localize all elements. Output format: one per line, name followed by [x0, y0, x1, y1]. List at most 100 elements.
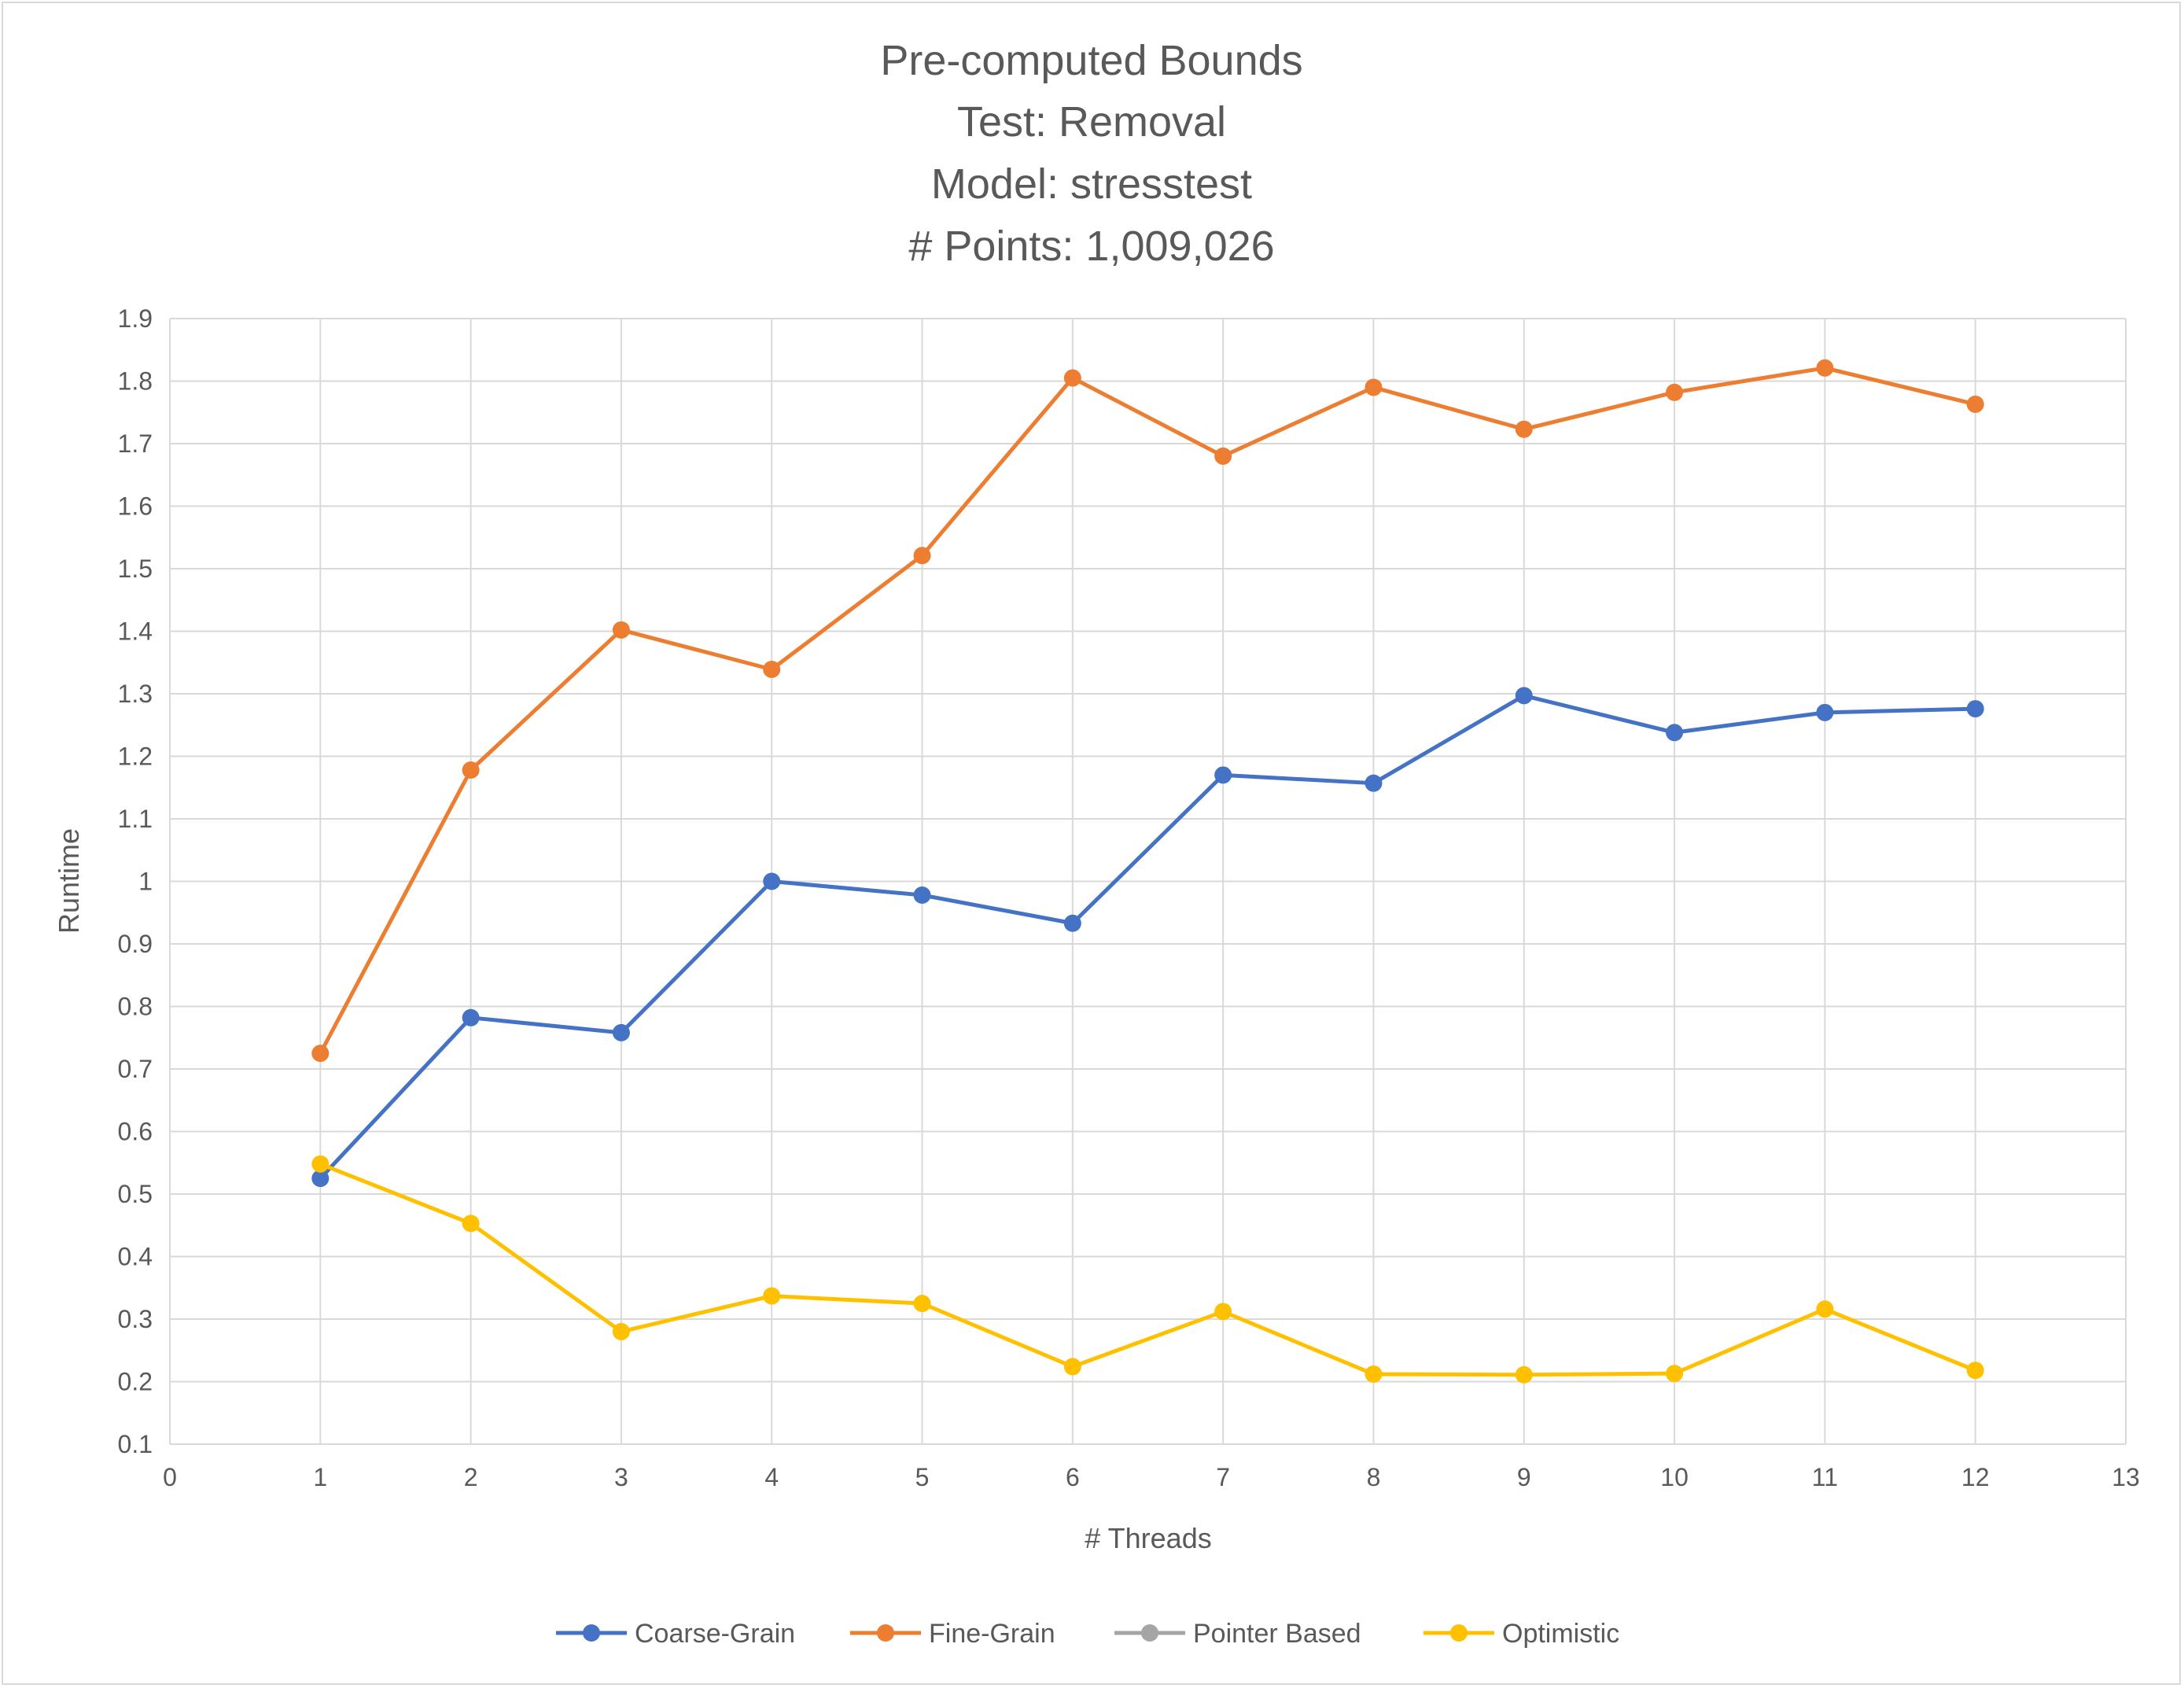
series-coarse-grain: [311, 687, 1984, 1188]
data-point: [1966, 1362, 1984, 1380]
y-tick-label: 0.6: [118, 1118, 153, 1146]
data-point: [1816, 703, 1834, 721]
title-line-1: Pre-computed Bounds: [880, 37, 1302, 84]
title-line-2: Test: Removal: [957, 98, 1226, 146]
y-tick-label: 0.8: [118, 993, 153, 1021]
data-point: [1063, 1358, 1081, 1376]
legend-label: Optimistic: [1502, 1619, 1619, 1649]
x-tick-label: 4: [764, 1463, 779, 1491]
legend: Coarse-Grain Fine-Grain Pointer Based Optim…: [556, 1619, 1619, 1649]
data-point: [763, 1287, 781, 1305]
y-tick-label: 0.2: [118, 1368, 153, 1396]
data-point: [763, 660, 781, 678]
data-point: [1666, 724, 1684, 742]
y-tick-label: 1.9: [118, 304, 153, 333]
data-point: [311, 1155, 330, 1173]
chart-title: Pre-computed Bounds Test: Removal Model:…: [880, 37, 1302, 270]
x-tick-label: 11: [1812, 1463, 1838, 1491]
y-tick-label: 1.3: [118, 680, 153, 708]
data-point: [1515, 687, 1533, 705]
legend-item: Coarse-Grain: [556, 1619, 795, 1649]
legend-marker: [877, 1624, 894, 1642]
gridlines: [169, 318, 2127, 1445]
data-point: [1214, 447, 1232, 465]
legend-marker: [583, 1624, 600, 1642]
data-point: [1365, 774, 1383, 792]
data-point: [462, 1008, 480, 1026]
data-point: [1816, 359, 1834, 377]
x-tick-label: 6: [1066, 1463, 1080, 1491]
data-point: [462, 761, 480, 779]
x-tick-label: 5: [915, 1463, 930, 1491]
data-point: [612, 1023, 630, 1041]
x-tick-label: 10: [1660, 1463, 1689, 1491]
legend-item: Fine-Grain: [850, 1619, 1055, 1649]
data-point: [1666, 1365, 1684, 1383]
series-optimistic: [311, 1155, 1984, 1384]
x-axis-ticks: 0 1 2 3 4 5 6 7 8 9 10 11 12 13: [163, 1463, 2140, 1491]
series-lines: [311, 359, 1984, 1384]
y-tick-label: 1.1: [118, 805, 153, 833]
y-tick-label: 1.5: [118, 555, 153, 583]
legend-marker: [1141, 1624, 1158, 1642]
data-point: [612, 621, 630, 639]
y-tick-label: 0.5: [118, 1180, 153, 1208]
x-tick-label: 9: [1517, 1463, 1531, 1491]
y-tick-label: 1.6: [118, 492, 153, 521]
x-axis-label: # Threads: [1085, 1522, 1211, 1554]
legend-label: Coarse-Grain: [635, 1619, 795, 1649]
series-line: [318, 1162, 1978, 1377]
y-tick-label: 1.2: [118, 743, 153, 771]
x-tick-label: 8: [1367, 1463, 1381, 1491]
y-tick-label: 0.9: [118, 930, 153, 958]
x-tick-label: 0: [163, 1463, 177, 1491]
y-axis-ticks: 0.1 0.2 0.3 0.4 0.5 0.6 0.7 0.8 0.9 1 1.1 1.2 1.3 1.4…: [118, 304, 153, 1458]
legend-label: Pointer Based: [1193, 1619, 1361, 1649]
y-tick-label: 0.1: [118, 1430, 153, 1458]
data-point: [1214, 1303, 1232, 1321]
y-tick-label: 0.7: [118, 1055, 153, 1083]
data-point: [1966, 700, 1984, 718]
title-line-3: Model: stresstest: [931, 160, 1252, 208]
data-point: [311, 1170, 330, 1188]
legend-item: Pointer Based: [1114, 1619, 1361, 1649]
data-point: [1365, 378, 1383, 396]
y-axis-label: Runtime: [53, 828, 85, 934]
x-tick-label: 2: [464, 1463, 478, 1491]
data-point: [1966, 395, 1984, 413]
x-tick-label: 1: [313, 1463, 327, 1491]
x-tick-label: 13: [2112, 1463, 2140, 1491]
y-tick-label: 1: [138, 868, 153, 896]
data-point: [1063, 369, 1081, 387]
data-point: [763, 872, 781, 890]
series-line: [318, 366, 1978, 1056]
legend-label: Fine-Grain: [929, 1619, 1055, 1649]
data-point: [913, 886, 931, 904]
y-tick-label: 1.8: [118, 367, 153, 396]
legend-marker: [1450, 1624, 1468, 1642]
data-point: [1063, 914, 1081, 932]
series-fine-grain: [311, 359, 1984, 1063]
series-line: [318, 693, 1978, 1181]
x-tick-label: 12: [1961, 1463, 1990, 1491]
data-point: [1515, 1366, 1533, 1384]
data-point: [1365, 1365, 1383, 1383]
data-point: [311, 1045, 330, 1063]
data-point: [1214, 766, 1232, 784]
data-point: [612, 1322, 630, 1340]
data-point: [1515, 420, 1533, 438]
y-tick-label: 0.4: [118, 1243, 153, 1271]
title-line-4: # Points: 1,009,026: [908, 223, 1274, 270]
data-point: [462, 1214, 480, 1233]
y-tick-label: 1.7: [118, 429, 153, 458]
y-tick-label: 1.4: [118, 617, 153, 646]
data-point: [913, 1295, 931, 1313]
data-point: [1666, 383, 1684, 401]
data-point: [913, 547, 931, 565]
legend-item: Optimistic: [1423, 1619, 1619, 1649]
y-tick-label: 0.3: [118, 1305, 153, 1333]
data-point: [1816, 1300, 1834, 1318]
x-tick-label: 3: [614, 1463, 628, 1491]
